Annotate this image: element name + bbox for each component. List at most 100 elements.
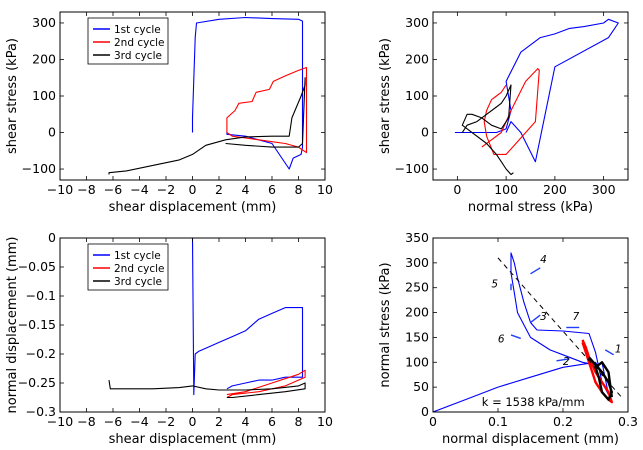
stiffness-annotation: k = 1538 kPa/mm	[482, 395, 585, 409]
y-tick-label: 300	[405, 15, 429, 30]
y-tick-label: 300	[32, 15, 56, 30]
y-tick-label: −100	[22, 161, 56, 176]
step-label: 7	[573, 311, 580, 323]
x-tick-label: 8	[295, 414, 303, 429]
x-tick-label: 0.1	[488, 414, 508, 429]
x-tick-label: −2	[157, 414, 175, 429]
y-tick-label: 0	[48, 230, 56, 245]
x-tick-label: 200	[543, 182, 567, 197]
series-3-2	[226, 369, 306, 398]
step-arrow	[530, 314, 541, 324]
x-tick-label: 300	[592, 182, 616, 197]
y-tick-label: −0.3	[26, 404, 56, 419]
x-tick-label: −2	[157, 182, 175, 197]
x-tick-label: 6	[268, 182, 276, 197]
series-4-1	[433, 252, 610, 412]
x-tick-label: 0.3	[618, 414, 638, 429]
y-tick-label: 350	[405, 230, 429, 245]
x-tick-label: −4	[130, 182, 148, 197]
y-tick-label: −0.2	[26, 346, 56, 361]
fit-line	[497, 257, 622, 398]
y-tick-label: 200	[405, 51, 429, 66]
panel-4: 0 0.1 0.2 0.3 0 50 100 150 200 250 300 350 normal di…	[378, 230, 638, 447]
y-axis-label: normal stress (kPa)	[378, 262, 393, 387]
x-axis-label: shear displacement (mm)	[109, 432, 277, 447]
panel-1: −10 −8 −6 −4 −2 0 2 4 6 8 10 −100 0 100 200 300 shear di…	[5, 11, 333, 215]
y-tick-label: −0.05	[18, 259, 56, 274]
step-label: 4	[540, 254, 547, 266]
y-tick-label: 200	[32, 51, 56, 66]
x-tick-label: 100	[494, 182, 518, 197]
legend-entry: 2nd cycle	[114, 37, 164, 49]
step-label: 3	[540, 311, 547, 323]
x-tick-label: −4	[130, 414, 148, 429]
plot-frame	[432, 237, 629, 413]
x-tick-label: 2	[215, 182, 223, 197]
y-tick-label: 300	[405, 255, 429, 270]
y-tick-label: 100	[32, 88, 56, 103]
x-tick-label: −10	[47, 414, 73, 429]
y-tick-label: 150	[405, 329, 429, 344]
panel-3: −10 −8 −6 −4 −2 0 2 4 6 8 10 −0.3 −0.25 −0.2 −0.15 −0.1…	[5, 230, 333, 447]
x-axis-label: shear displacement (mm)	[109, 200, 277, 215]
y-tick-label: 0	[421, 125, 429, 140]
legend-box	[87, 243, 169, 291]
legend-entry: 2nd cycle	[114, 263, 164, 275]
series-2-3	[461, 84, 514, 176]
y-tick-label: 100	[405, 88, 429, 103]
legend-entry: 1st cycle	[114, 24, 161, 36]
step-arrow	[530, 267, 541, 275]
x-tick-label: 0	[453, 182, 461, 197]
x-tick-label: −10	[47, 182, 73, 197]
panel-2: 0 100 200 300 −100 0 100 200 300 normal stress (k…	[378, 11, 629, 215]
x-tick-label: 6	[268, 414, 276, 429]
x-tick-label: 0	[189, 414, 197, 429]
series-1-3	[108, 77, 306, 175]
x-tick-label: −6	[104, 414, 122, 429]
step-arrow	[556, 358, 570, 362]
x-tick-label: 0.2	[553, 414, 573, 429]
legend-entry: 3rd cycle	[114, 276, 162, 288]
y-tick-label: 200	[405, 305, 429, 320]
x-tick-label: 2	[215, 414, 223, 429]
step-label: 6	[498, 333, 505, 345]
step-label: 1	[615, 343, 622, 355]
plot-frame	[432, 11, 629, 181]
y-tick-label: 0	[48, 125, 56, 140]
x-tick-label: 0	[429, 414, 437, 429]
y-axis-label: shear stress (kPa)	[378, 38, 393, 154]
y-tick-label: −0.1	[26, 288, 56, 303]
x-tick-label: −6	[104, 182, 122, 197]
legend-entry: 3rd cycle	[114, 50, 162, 62]
y-tick-label: 250	[405, 280, 429, 295]
step-label: 5	[491, 279, 498, 291]
x-tick-label: −8	[77, 414, 95, 429]
x-tick-label: 4	[242, 414, 250, 429]
legend-box	[87, 17, 169, 65]
x-tick-label: 0	[189, 182, 197, 197]
y-tick-label: 0	[421, 404, 429, 419]
x-tick-label: 10	[317, 182, 333, 197]
series-4-3	[588, 356, 613, 401]
x-tick-label: 4	[242, 182, 250, 197]
x-tick-label: 8	[295, 182, 303, 197]
x-tick-label: −8	[77, 182, 95, 197]
series-1-2	[226, 66, 308, 154]
y-tick-label: −0.25	[18, 375, 56, 390]
x-tick-label: 10	[317, 414, 333, 429]
series-3-1	[191, 238, 304, 396]
y-tick-label: −100	[395, 161, 429, 176]
y-tick-label: −0.15	[18, 317, 56, 332]
series-3-3	[108, 380, 306, 399]
step-arrow	[510, 334, 521, 340]
x-axis-label: normal stress (kPa)	[468, 200, 593, 215]
y-tick-label: 100	[405, 354, 429, 369]
series-1-1	[191, 16, 304, 170]
series-2-1	[454, 18, 619, 163]
step-label: 2	[563, 356, 570, 368]
legend-entry: 1st cycle	[114, 250, 161, 262]
y-tick-label: 50	[413, 379, 429, 394]
